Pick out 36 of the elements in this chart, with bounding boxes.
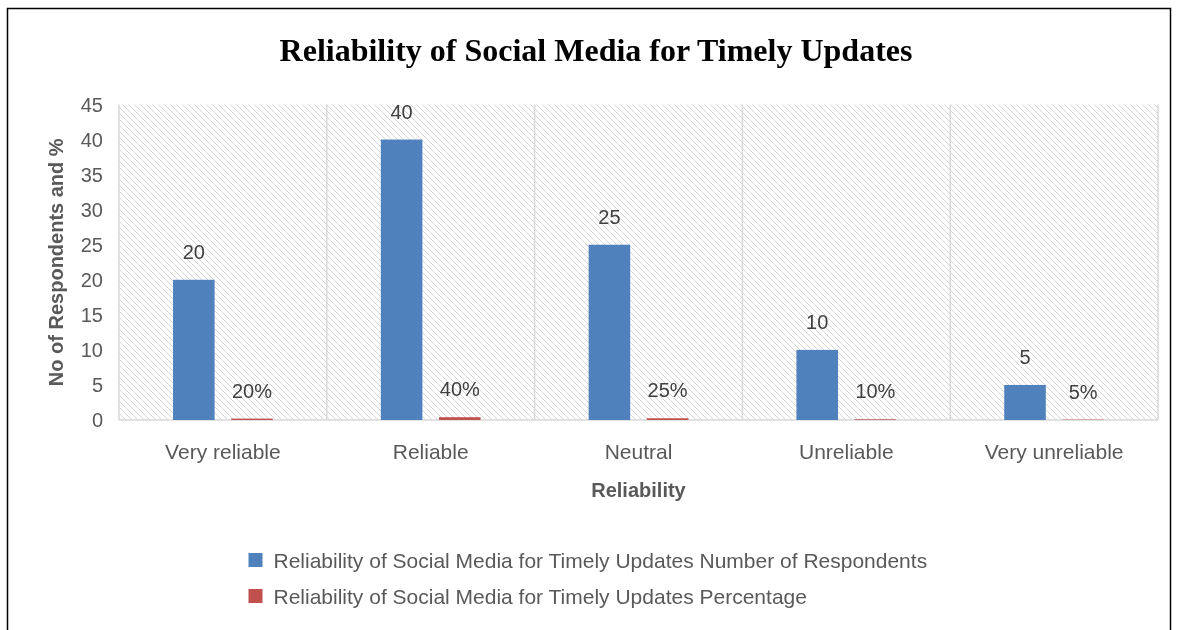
data-label: 20: [182, 240, 205, 263]
x-tick-label: Neutral: [604, 439, 673, 463]
bar: [380, 139, 423, 420]
x-tick-label: Very reliable: [165, 439, 281, 463]
x-axis-title: Reliability: [591, 479, 687, 501]
data-label: 20%: [231, 379, 273, 402]
bar: [439, 417, 481, 420]
y-tick-label: 10: [80, 338, 103, 361]
y-tick-label: 0: [91, 409, 103, 431]
y-tick-label: 35: [80, 163, 103, 186]
bar: [796, 349, 838, 420]
legend-label: Reliability of Social Media for Timely Updates Number of Respondents: [273, 548, 928, 572]
bar: [173, 279, 215, 420]
chart-title: Reliability of Social Media for Timely Updates: [279, 32, 913, 68]
x-tick-label: Unreliable: [799, 439, 894, 463]
data-label: 25%: [647, 379, 688, 402]
y-tick-label: 40: [80, 128, 103, 151]
data-label: 40%: [439, 378, 481, 401]
y-axis-title: No of Respondents and %: [45, 138, 67, 387]
y-tick-label: 25: [80, 233, 103, 256]
data-label: 10: [806, 310, 829, 333]
data-label: 5: [1019, 345, 1031, 368]
data-label: 25: [598, 205, 621, 228]
bar: [1004, 384, 1046, 420]
data-label: 40: [390, 100, 413, 123]
data-label: 10%: [855, 380, 896, 403]
y-tick-label: 45: [80, 93, 103, 116]
x-tick-label: Reliable: [392, 439, 469, 463]
y-tick-label: 15: [80, 303, 103, 326]
y-tick-label: 20: [80, 268, 103, 291]
y-tick-label: 30: [80, 198, 103, 221]
y-tick-label: 5: [91, 373, 103, 396]
x-tick-label: Very unreliable: [984, 439, 1124, 463]
bar: [588, 244, 631, 420]
legend-label: Reliability of Social Media for Timely Updates Percentage: [273, 584, 807, 608]
data-label: 5%: [1068, 380, 1098, 403]
